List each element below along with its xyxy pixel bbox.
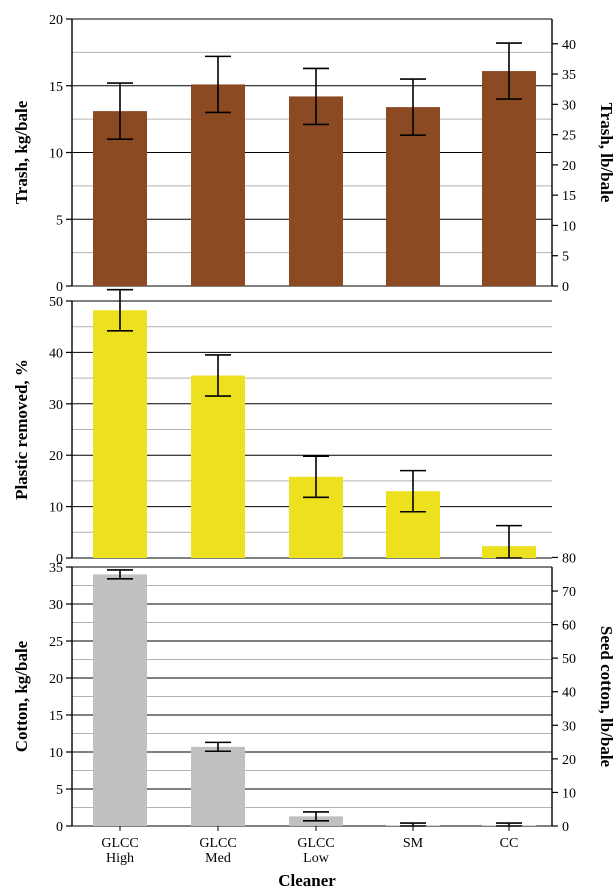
- y-axis-title: Trash, kg/bale: [12, 100, 31, 204]
- y-tick-label: 15: [49, 80, 63, 95]
- error-bar: [303, 811, 329, 822]
- y-axis-title: Plastic removed, %: [12, 359, 31, 500]
- y-tick-label: 40: [49, 346, 63, 361]
- x-tick-label-line2: Med: [205, 851, 231, 866]
- x-tick-label: SM: [403, 836, 424, 851]
- y-tick-label: 5: [56, 783, 63, 798]
- y2-tick-label: 20: [562, 753, 576, 768]
- error-bar: [496, 822, 522, 827]
- y2-axis-title: Trash, lb/bale: [597, 103, 616, 203]
- y-axis-title: Cotton, kg/bale: [12, 640, 31, 752]
- y-tick-label: 10: [49, 147, 63, 162]
- panel-3: 0 5 10 15 20 25 30 35 Cotton, kg/bale 0 10 20 30 40 50…: [12, 551, 616, 835]
- y2-tick-label: 40: [562, 686, 576, 701]
- error-bar: [107, 82, 133, 140]
- error-bar: [107, 288, 133, 332]
- error-bar: [205, 741, 231, 753]
- error-bar: [303, 67, 329, 126]
- bar: [93, 310, 147, 558]
- y-tick-label: 25: [49, 635, 63, 650]
- bar: [93, 574, 147, 826]
- bar: [191, 84, 245, 286]
- y-tick-label: 0: [56, 280, 63, 295]
- x-tick-label: GLCC: [199, 836, 236, 851]
- y2-tick-label: 70: [562, 585, 576, 600]
- x-tick-label: GLCC: [297, 836, 334, 851]
- y2-tick-label: 15: [562, 189, 576, 204]
- y-tick-label: 50: [49, 295, 63, 310]
- y-tick-label: 5: [56, 213, 63, 228]
- y-tick-label: 20: [49, 449, 63, 464]
- error-bar: [205, 55, 231, 114]
- panel-1: 0 5 10 15 20 Trash, kg/bale 0 5 10 15 20 25 30 35 40 Tr…: [12, 13, 616, 295]
- y2-axis-title: Seed cotton, lb/bale: [597, 626, 616, 768]
- y2-tick-label: 25: [562, 129, 576, 144]
- y-tick-label: 0: [56, 552, 63, 567]
- error-bar: [400, 78, 426, 136]
- error-bar: [400, 469, 426, 513]
- error-bar: [303, 455, 329, 499]
- error-bar: [496, 524, 522, 559]
- x-tick-label-line2: Low: [303, 851, 330, 866]
- bar: [289, 96, 343, 287]
- y2-tick-label: 80: [562, 551, 576, 566]
- y2-tick-label: 60: [562, 619, 576, 634]
- y-tick-label: 10: [49, 746, 63, 761]
- y2-tick-label: 50: [562, 652, 576, 667]
- x-tick-label: GLCC: [101, 836, 138, 851]
- y2-tick-label: 5: [562, 250, 569, 265]
- y-tick-label: 30: [49, 598, 63, 613]
- error-bar: [205, 354, 231, 397]
- y-tick-label: 35: [49, 561, 63, 576]
- y2-tick-label: 30: [562, 719, 576, 734]
- y-tick-label: 30: [49, 398, 63, 413]
- error-bar: [107, 569, 133, 580]
- x-tick-label-line2: High: [106, 851, 134, 866]
- panel-2: 0 10 20 30 40 50 Plastic removed, %: [12, 288, 552, 567]
- y2-tick-label: 10: [562, 219, 576, 234]
- bar: [386, 107, 440, 286]
- y2-tick-label: 40: [562, 38, 576, 53]
- x-tick-label: CC: [500, 836, 519, 851]
- y-tick-label: 15: [49, 709, 63, 724]
- y2-tick-label: 20: [562, 159, 576, 174]
- x-axis-title: Cleaner: [278, 871, 336, 890]
- error-bar: [400, 822, 426, 827]
- y-tick-label: 20: [49, 13, 63, 28]
- y-tick-label: 20: [49, 672, 63, 687]
- bar: [191, 746, 245, 826]
- y2-tick-label: 35: [562, 68, 576, 83]
- y2-tick-label: 0: [562, 820, 569, 835]
- bar: [191, 375, 245, 558]
- y2-tick-label: 10: [562, 786, 576, 801]
- bar: [482, 71, 536, 286]
- y2-tick-label: 30: [562, 98, 576, 113]
- error-bar: [496, 42, 522, 100]
- y2-tick-label: 0: [562, 280, 569, 295]
- y-tick-label: 0: [56, 820, 63, 835]
- y-tick-label: 10: [49, 501, 63, 516]
- bar: [93, 111, 147, 287]
